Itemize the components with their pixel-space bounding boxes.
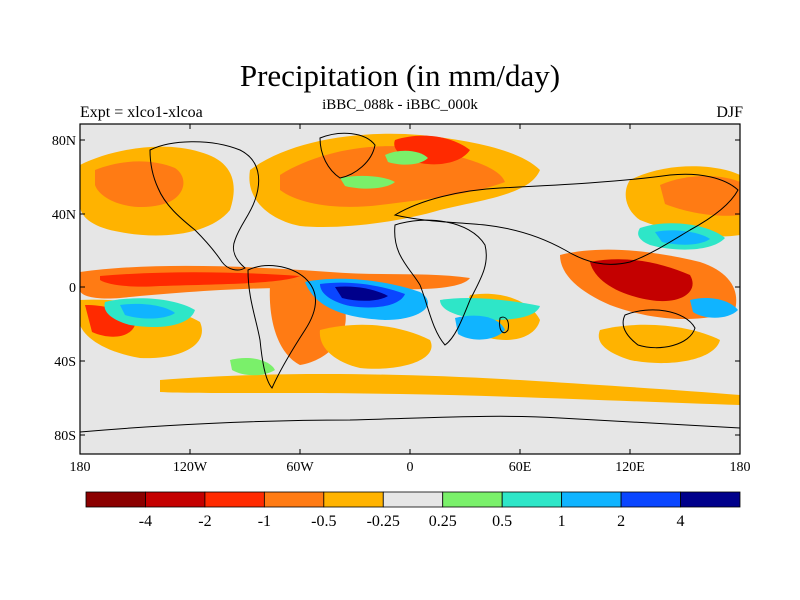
colorbar-label: -1 [258, 513, 271, 530]
anomaly-indian-blue [655, 230, 710, 245]
lat-tick-label: 40S [54, 355, 76, 370]
colorbar-label: 2 [617, 513, 625, 530]
lon-tick-label: 120W [173, 460, 208, 475]
lon-tick-label: 60E [509, 460, 532, 475]
anomaly-atlantic-blue-core [335, 286, 388, 301]
lon-tick-label: 60W [286, 460, 314, 475]
colorbar-swatch [323, 491, 384, 508]
australia-coast [622, 309, 696, 349]
colorbar-label: -4 [139, 513, 152, 530]
lon-tick-label: 180 [70, 460, 91, 475]
anomaly-west-pacific-blue [690, 298, 738, 318]
anomaly-equatorial-core [100, 272, 300, 287]
colorbar-swatch [85, 491, 146, 508]
anomaly-pacific-blue-core [120, 303, 175, 319]
longitude-axis: 180 120W 60W 0 60E 120E 180 [70, 124, 751, 475]
antarctica-coast [80, 415, 740, 433]
colorbar-swatch [204, 491, 265, 508]
north-america-coast [149, 141, 260, 271]
lon-tick-label: 120E [615, 460, 645, 475]
anomaly-indian-ocean-south [598, 324, 720, 364]
experiment-label: Expt = xlco1-xlcoa [80, 104, 203, 121]
madagascar-coast [499, 316, 509, 334]
anomaly-arctic-green [385, 150, 428, 165]
colorbar-label: -0.25 [367, 513, 400, 530]
africa-coast [394, 219, 487, 346]
anomaly-maritime-core [590, 259, 693, 302]
anomaly-south-atlantic-green [440, 297, 540, 320]
latitude-axis: 80N 40N 0 40S 80S [52, 134, 740, 444]
anomaly-africa-blue [455, 315, 505, 340]
lon-tick-label: 0 [407, 460, 414, 475]
colorbar-label: 1 [558, 513, 566, 530]
colorbar-swatch [680, 491, 741, 508]
colorbar-label: 0.25 [429, 513, 457, 530]
lat-tick-label: 80S [54, 429, 76, 444]
colorbar-swatch [382, 491, 444, 508]
colorbar-swatch [263, 491, 325, 508]
colorbar-label: 4 [677, 513, 685, 530]
lat-tick-label: 0 [69, 281, 76, 296]
map-title: Precipitation (in mm/day) [239, 58, 561, 93]
colorbar-swatch [145, 491, 206, 508]
colorbar-label: -2 [198, 513, 211, 530]
south-america-coast [247, 265, 316, 389]
lon-tick-label: 180 [730, 460, 751, 475]
anomaly-south-atlantic [319, 324, 432, 369]
eurasia-coast [393, 173, 739, 265]
season-label: DJF [716, 104, 743, 121]
colorbar: -4 -2 -1 -0.5 -0.25 0.25 0.5 1 2 4 [85, 491, 741, 530]
anomaly-north-atlantic-green [340, 175, 395, 189]
colorbar-label: -0.5 [311, 513, 336, 530]
map-subtitle: iBBC_088k - iBBC_000k [322, 97, 478, 113]
lat-tick-label: 40N [52, 208, 76, 223]
lat-tick-label: 80N [52, 134, 76, 149]
colorbar-swatch [561, 491, 622, 508]
colorbar-swatch [501, 491, 563, 508]
colorbar-label: 0.5 [492, 513, 512, 530]
colorbar-swatch [620, 491, 681, 508]
precipitation-anomaly-field [80, 133, 740, 405]
anomaly-east-asia-core [660, 176, 740, 216]
coastlines [80, 132, 740, 433]
anomaly-southern-ocean [160, 374, 740, 405]
anomaly-southern-green [230, 358, 275, 376]
colorbar-swatch [442, 491, 503, 508]
greenland-coast [319, 132, 376, 179]
